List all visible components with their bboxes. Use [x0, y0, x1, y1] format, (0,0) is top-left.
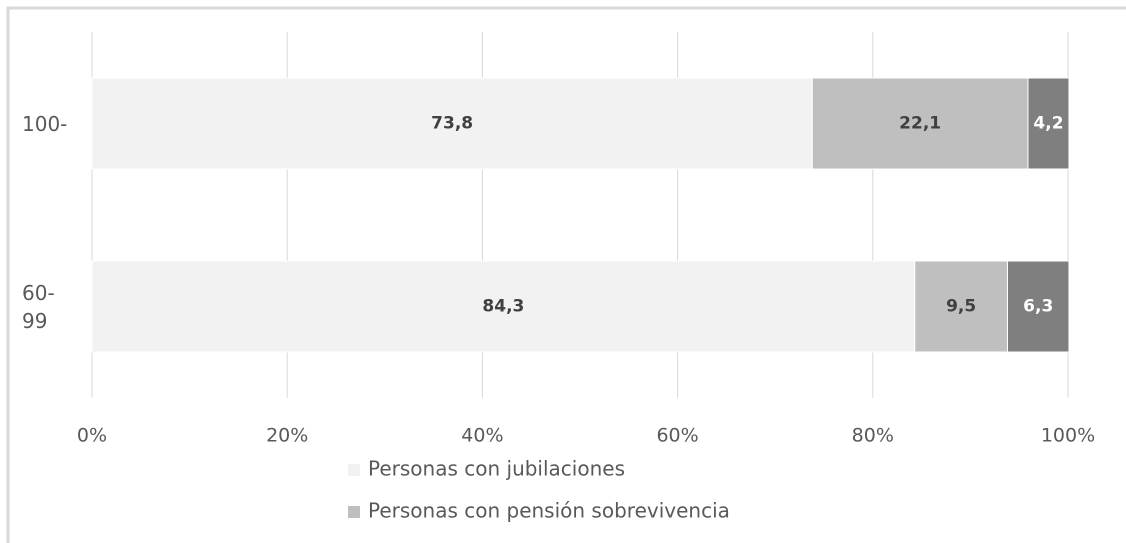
legend-swatch	[348, 506, 360, 518]
legend-label: Personas con pensión sobrevivencia	[368, 499, 730, 523]
y-tick-label: 60-99	[22, 280, 55, 333]
frame	[6, 6, 1126, 543]
legend-label: Personas con jubilaciones	[368, 457, 625, 481]
bar-segment	[91, 260, 916, 353]
bar-segment	[914, 260, 1008, 353]
x-tick-label: 0%	[77, 425, 107, 447]
x-tick-label: 60%	[656, 425, 698, 447]
legend-swatch	[348, 464, 360, 476]
x-tick-label: 100%	[1041, 425, 1095, 447]
bar-segment	[1027, 77, 1070, 170]
x-tick-label: 20%	[266, 425, 308, 447]
value-label: 4,2	[1033, 114, 1063, 134]
bar-segment	[1006, 260, 1070, 353]
x-tick-label: 80%	[852, 425, 894, 447]
x-tick-label: 40%	[461, 425, 503, 447]
value-label: 73,8	[431, 114, 473, 134]
value-label: 9,5	[946, 297, 976, 317]
value-label: 22,1	[899, 114, 941, 134]
value-label: 84,3	[482, 297, 524, 317]
y-tick-label: 100-	[22, 111, 68, 136]
bar-segment	[811, 77, 1029, 170]
value-label: 6,3	[1023, 297, 1053, 317]
